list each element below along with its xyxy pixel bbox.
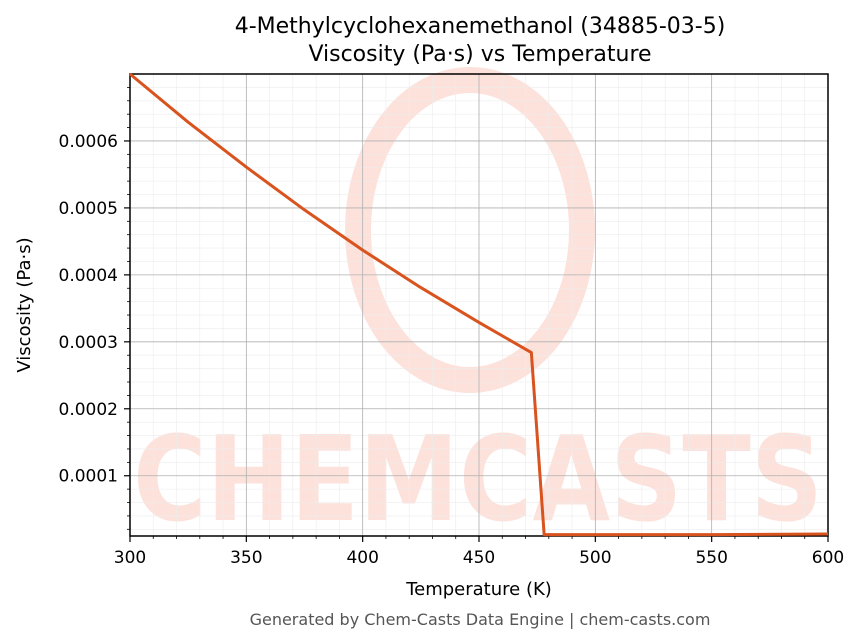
y-tick-label: 0.0003 (59, 333, 118, 353)
watermark-logo: CHEMCASTS (133, 67, 823, 548)
series-line (129, 72, 829, 537)
x-tick-label: 500 (579, 548, 611, 568)
watermark-text: CHEMCASTS (133, 410, 823, 548)
x-tick-labels: 300 350 400 450 500 550 600 (114, 548, 844, 568)
x-axis-label: Temperature (K) (405, 579, 552, 600)
x-tick-label: 300 (114, 548, 146, 568)
y-tick-label: 0.0001 (59, 467, 118, 487)
axis-ticks (124, 86, 829, 542)
y-tick-label: 0.0002 (59, 400, 118, 420)
watermark-ring (345, 67, 595, 393)
y-tick-label: 0.0005 (59, 199, 118, 219)
series-group (129, 72, 829, 537)
x-tick-label: 600 (812, 548, 844, 568)
y-tick-label: 0.0006 (59, 132, 118, 152)
x-tick-label: 400 (346, 548, 378, 568)
y-tick-labels: 0.0001 0.0002 0.0003 0.0004 0.0005 0.0006 (59, 132, 118, 487)
x-tick-label: 550 (695, 548, 727, 568)
chart-title: 4-Methylcyclohexanemethanol (34885-03-5) (235, 14, 726, 39)
y-axis-label: Viscosity (Pa·s) (14, 237, 35, 372)
x-tick-label: 450 (463, 548, 495, 568)
y-tick-label: 0.0004 (59, 266, 118, 286)
x-tick-label: 350 (230, 548, 262, 568)
chart-subtitle: Viscosity (Pa·s) vs Temperature (308, 42, 651, 67)
footer-credit: Generated by Chem-Casts Data Engine | ch… (250, 610, 711, 629)
